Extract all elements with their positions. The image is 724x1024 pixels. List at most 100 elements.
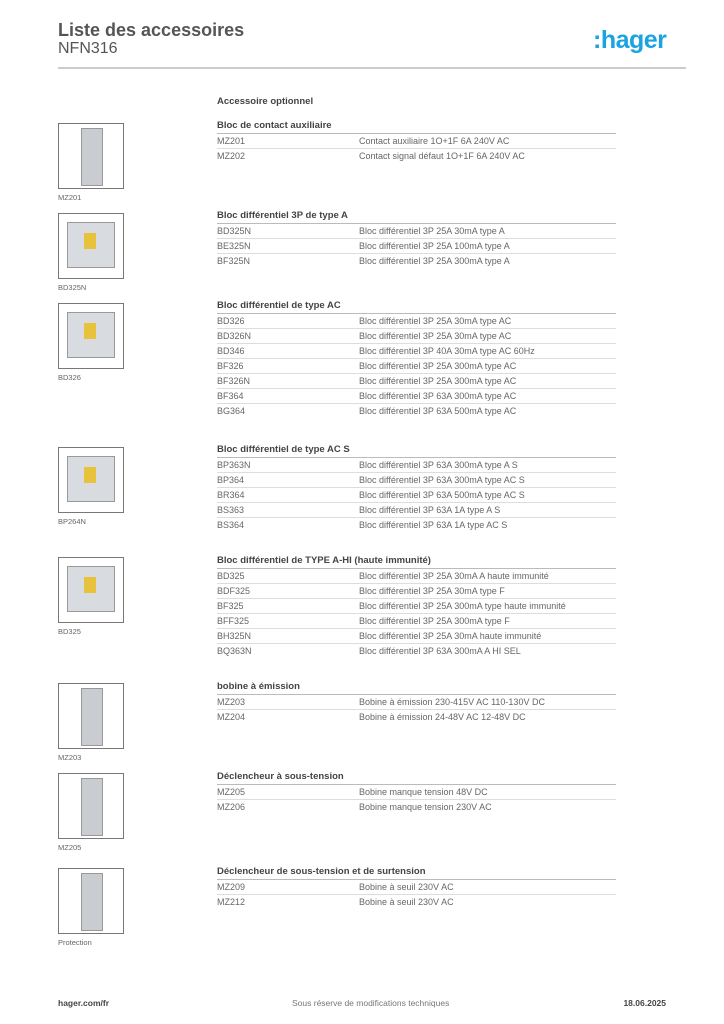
article-code: BF326N [217,376,251,386]
section-title: Déclencheur de sous-tension et de surten… [217,866,616,880]
section-title: Bloc différentiel 3P de type A [217,210,616,224]
table-row: MZ212 Bobine à seuil 230V AC [217,895,616,909]
article-code: BD326 [217,316,245,326]
table-row: BE325N Bloc différentiel 3P 25A 100mA typ… [217,239,616,254]
table-row: BF326 Bloc différentiel 3P 25A 300mA type… [217,359,616,374]
section-title: Déclencheur à sous-tension [217,771,616,785]
article-code: MZ202 [217,151,246,161]
article-code: MZ209 [217,882,246,892]
article-description: Bloc différentiel 3P 25A 30mA type F [359,586,505,596]
table-row: BD326N Bloc différentiel 3P 25A 30mA type… [217,329,616,344]
article-code: BG364 [217,406,246,416]
table-row: BF325N Bloc différentiel 3P 25A 300mA typ… [217,254,616,268]
article-code: BF364 [217,391,244,401]
image-caption: MZ203 [58,753,82,762]
article-code: BE325N [217,241,251,251]
device-illustration [81,873,103,931]
device-illustration [67,566,115,612]
article-description: Bloc différentiel 3P 63A 300mA type AC [359,391,517,401]
article-description: Bloc différentiel 3P 25A 300mA type A [359,256,510,266]
footer-website[interactable]: hager.com/fr [58,998,110,1008]
article-code: MZ206 [217,802,246,812]
table-row: BDF325 Bloc différentiel 3P 25A 30mA type… [217,584,616,599]
article-description: Bloc différentiel 3P 25A 30mA type AC [359,331,512,341]
accessory-section: Bloc différentiel de TYPE A-HI (haute im… [217,555,616,658]
article-description: Bloc différentiel 3P 25A 300mA type F [359,616,510,626]
article-description: Bloc différentiel 3P 63A 500mA type AC S [359,490,525,500]
article-code: BF325N [217,256,251,266]
table-row: BD325N Bloc différentiel 3P 25A 30mA type… [217,224,616,239]
article-code: BP363N [217,460,251,470]
product-image [58,773,124,839]
article-description: Bobine à émission 24-48V AC 12-48V DC [359,712,526,722]
article-description: Bloc différentiel 3P 25A 300mA type AC [359,361,517,371]
article-description: Bloc différentiel 3P 25A 30mA haute immu… [359,631,542,641]
article-code: BFF325 [217,616,250,626]
table-row: BFF325 Bloc différentiel 3P 25A 300mA typ… [217,614,616,629]
image-caption: Protection [58,938,92,947]
article-description: Bloc différentiel 3P 25A 30mA type A [359,226,505,236]
section-title: Bloc différentiel de type AC [217,300,616,314]
article-description: Bloc différentiel 3P 63A 300mA A HI SEL [359,646,521,656]
article-code: BP364 [217,475,245,485]
accessory-section: Bloc différentiel de type AC S BP363N Bloc… [217,444,616,532]
section-title: bobine à émission [217,681,616,695]
device-illustration [81,778,103,836]
device-illustration [67,222,115,268]
article-description: Bobine à émission 230-415V AC 110-130V D… [359,697,545,707]
table-row: MZ209 Bobine à seuil 230V AC [217,880,616,895]
article-code: BD326N [217,331,252,341]
article-description: Bobine manque tension 230V AC [359,802,492,812]
table-row: BR364 Bloc différentiel 3P 63A 500mA type… [217,488,616,503]
product-image [58,868,124,934]
article-code: MZ204 [217,712,246,722]
article-code: MZ212 [217,897,246,907]
table-row: BF364 Bloc différentiel 3P 63A 300mA type… [217,389,616,404]
table-row: BS364 Bloc différentiel 3P 63A 1A type AC… [217,518,616,532]
article-code: BF325 [217,601,244,611]
table-row: BQ363N Bloc différentiel 3P 63A 300mA A H… [217,644,616,658]
article-code: BQ363N [217,646,252,656]
article-code: MZ203 [217,697,246,707]
product-image [58,303,124,369]
article-description: Bloc différentiel 3P 25A 30mA type AC [359,316,512,326]
article-code: MZ205 [217,787,246,797]
image-caption: BD325N [58,283,87,292]
article-description: Bloc différentiel 3P 63A 300mA type AC S [359,475,525,485]
article-code: BS363 [217,505,245,515]
image-caption: MZ201 [58,193,82,202]
accessory-section: Bloc différentiel de type AC BD326 Bloc di… [217,300,616,418]
article-description: Bobine à seuil 230V AC [359,897,454,907]
article-code: BS364 [217,520,245,530]
article-description: Bobine manque tension 48V DC [359,787,488,797]
header-divider [58,67,686,69]
image-caption: MZ205 [58,843,82,852]
article-code: BD346 [217,346,245,356]
table-row: BD346 Bloc différentiel 3P 40A 30mA type … [217,344,616,359]
table-row: MZ202 Contact signal défaut 1O+1F 6A 240V… [217,149,616,163]
product-image [58,557,124,623]
article-code: BD325 [217,571,245,581]
table-row: BS363 Bloc différentiel 3P 63A 1A type A … [217,503,616,518]
table-row: BD325 Bloc différentiel 3P 25A 30mA A hau… [217,569,616,584]
image-caption: BD326 [58,373,81,382]
footer-date: 18.06.2025 [623,998,666,1008]
product-reference: NFN316 [58,40,118,57]
article-description: Bloc différentiel 3P 63A 500mA type AC [359,406,517,416]
hager-logo: :hager [593,26,667,54]
accessory-section: bobine à émission MZ203 Bobine à émission … [217,681,616,724]
page-title: Liste des accessoires [58,20,245,40]
table-row: BF325 Bloc différentiel 3P 25A 300mA type… [217,599,616,614]
article-code: BR364 [217,490,245,500]
article-description: Bloc différentiel 3P 25A 300mA type AC [359,376,517,386]
article-description: Contact signal défaut 1O+1F 6A 240V AC [359,151,525,161]
article-description: Bloc différentiel 3P 63A 300mA type A S [359,460,518,470]
optional-accessory-heading: Accessoire optionnel [217,96,314,107]
table-row: BG364 Bloc différentiel 3P 63A 500mA type… [217,404,616,418]
article-code: BD325N [217,226,252,236]
device-illustration [81,128,103,186]
table-row: BH325N Bloc différentiel 3P 25A 30mA haut… [217,629,616,644]
table-row: BP364 Bloc différentiel 3P 63A 300mA type… [217,473,616,488]
device-illustration [81,688,103,746]
